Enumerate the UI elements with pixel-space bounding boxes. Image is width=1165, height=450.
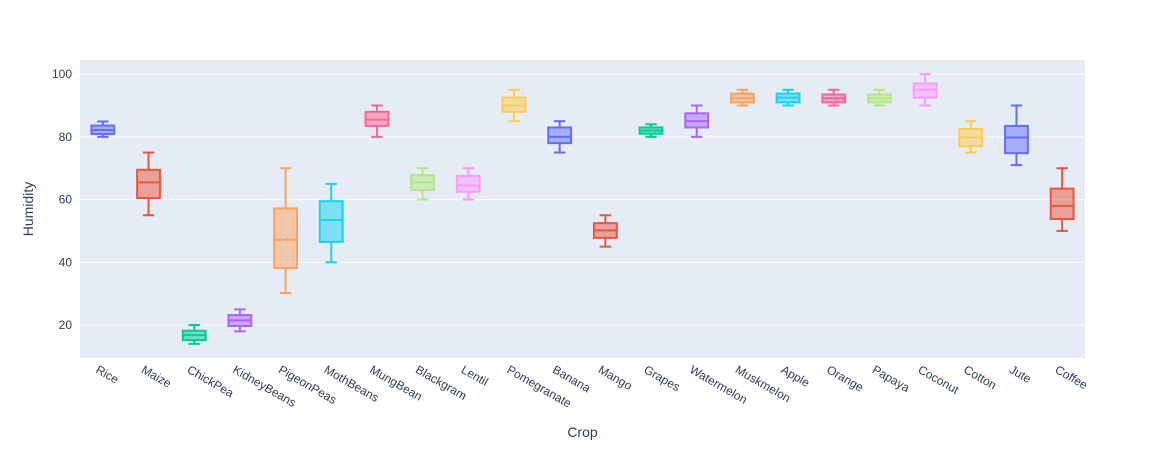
x-axis-title: Crop (567, 424, 598, 440)
box-mango (592, 214, 618, 248)
x-tick-label: Grapes (642, 362, 683, 394)
box-apple (775, 88, 801, 107)
y-axis-ticks: 20 40 60 80 100 (52, 67, 72, 332)
x-tick-label: Jute (1007, 362, 1034, 386)
box-rice (90, 120, 116, 138)
box-chickpea (181, 324, 207, 345)
box-mungbean (364, 104, 390, 138)
x-tick-label: Rice (93, 362, 121, 386)
box-series (90, 73, 1075, 345)
box-grapes (638, 123, 664, 138)
iqr-box (136, 168, 161, 200)
box-pomegranate (501, 88, 527, 123)
x-tick-label: Papaya (870, 362, 913, 395)
y-tick-label: 60 (59, 193, 73, 207)
box-watermelon (684, 104, 710, 138)
x-tick-label: Orange (824, 362, 866, 394)
box-banana (547, 120, 573, 154)
x-tick-label: Coffee (1053, 362, 1091, 392)
plot-area (80, 60, 1085, 358)
y-tick-label: 40 (59, 255, 73, 269)
x-tick-label: Apple (779, 362, 813, 390)
box-orange (821, 88, 847, 107)
box-muskmelon (729, 88, 755, 107)
box-jute (1004, 104, 1029, 167)
box-maize (136, 151, 161, 217)
box-pigeonpeas (273, 167, 298, 295)
y-tick-label: 20 (59, 318, 73, 332)
box-coffee (1049, 167, 1075, 232)
y-axis-title: Humidity (20, 182, 36, 236)
y-tick-label: 100 (52, 67, 72, 81)
box-kidneybeans (227, 308, 253, 333)
x-tick-label: Mango (596, 362, 635, 393)
box-papaya (867, 88, 892, 107)
y-tick-label: 80 (59, 130, 73, 144)
x-tick-label: Lentil (459, 362, 491, 388)
box-lentil (455, 167, 481, 201)
x-axis-ticks: Rice Maize ChickPeaKidneyBeansPigeonPeasMo… (93, 362, 1090, 410)
x-tick-label: ChickPea (185, 362, 237, 400)
x-tick-label: Cotton (961, 362, 999, 392)
x-tick-label: Maize (139, 362, 174, 390)
x-tick-label: Coconut (916, 362, 962, 397)
box-blackgram (410, 167, 436, 201)
box-mothbeans (318, 182, 344, 264)
y-gridlines (80, 73, 1085, 326)
iqr-box (1004, 124, 1029, 155)
box-coconut (912, 73, 938, 107)
iqr-box (273, 207, 298, 269)
iqr-box (1049, 187, 1075, 221)
box-cotton (958, 120, 984, 154)
iqr-box (547, 126, 573, 145)
iqr-box (455, 175, 481, 193)
iqr-box (318, 200, 344, 243)
